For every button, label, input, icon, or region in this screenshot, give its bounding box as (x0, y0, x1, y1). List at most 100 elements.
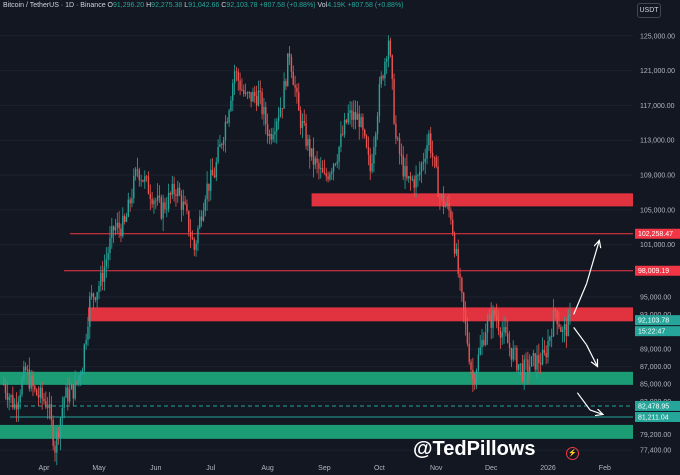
x-tick-label: Nov (430, 465, 443, 472)
candle-body (552, 309, 555, 337)
candle-body (382, 75, 384, 79)
candle-body (96, 292, 98, 300)
candle-body (188, 210, 190, 232)
candle-body (479, 347, 481, 355)
candle-body (87, 326, 89, 340)
candle-body (61, 407, 64, 419)
projection-arrow-4 (576, 392, 591, 411)
candle-body (506, 333, 509, 344)
candle-body (459, 273, 461, 279)
candle-body (252, 91, 254, 102)
candle-body (409, 176, 412, 180)
candle-body (527, 359, 529, 372)
candle-body (342, 133, 344, 135)
candle-body (28, 369, 31, 389)
candle-body (265, 106, 267, 125)
y-tick-label: 95,000.00 (640, 294, 671, 301)
candle-body (441, 194, 443, 198)
open-value: 91,296.20 (113, 2, 145, 9)
candle-body (435, 157, 437, 167)
candle-body (517, 364, 520, 371)
x-tick-label: Jun (150, 465, 161, 472)
candle-body (261, 92, 263, 115)
lightning-icon[interactable]: ⚡ (566, 447, 579, 460)
candle-body (246, 92, 249, 94)
projection-arrows (573, 240, 603, 414)
candle-body (255, 96, 258, 106)
y-tick-label: 113,000.00 (640, 138, 675, 145)
candle-body (83, 344, 86, 370)
candle-body (528, 366, 531, 372)
candle-body (349, 110, 351, 113)
candle-body (268, 133, 271, 136)
x-tick-label: Oct (374, 465, 385, 472)
candle-body (70, 384, 73, 390)
candle-body (17, 402, 20, 410)
price-tags: 102,258.47 98,009.19 92,103.78 15:22:47 82,4… (635, 228, 680, 422)
candle-body (122, 215, 124, 237)
candle-body (508, 343, 511, 348)
candle-body (221, 144, 223, 145)
y-tick-label: 109,000.00 (640, 173, 675, 180)
candle-body (485, 332, 487, 345)
candle-body (173, 183, 175, 195)
candle-body (76, 381, 78, 383)
candle-body (2, 384, 5, 385)
candle-body (538, 355, 540, 364)
candle-body (92, 293, 95, 298)
candle-body (309, 139, 311, 157)
candle-body (541, 349, 544, 365)
price-tag-1: 98,009.19 (638, 268, 669, 275)
y-tick-label: 77,400.00 (640, 448, 671, 455)
candle-body (314, 158, 316, 165)
candle-body (512, 348, 514, 360)
candle-body (516, 348, 518, 371)
candle-body (178, 187, 181, 196)
candle-body (67, 387, 69, 402)
candle-body (193, 239, 195, 250)
candle-body (41, 387, 43, 399)
candle-body (439, 196, 441, 198)
candle-body (547, 340, 549, 358)
candle-body (408, 176, 410, 179)
candle-body (420, 163, 423, 173)
candle-body (235, 71, 238, 73)
x-tick-label: Dec (485, 465, 498, 472)
candle-body (94, 297, 97, 300)
candle-body (10, 395, 12, 397)
candle-body (266, 124, 269, 136)
candle-body (89, 296, 91, 327)
candle-body (48, 404, 51, 408)
candle-body (468, 343, 470, 362)
candle-body (285, 80, 287, 87)
low-value: 91,042.66 (188, 2, 220, 9)
candle-body (287, 53, 289, 87)
price-tag-0: 102,258.47 (638, 231, 673, 238)
candle-body (406, 166, 408, 179)
candle-body (321, 167, 324, 173)
candle-body (371, 163, 373, 172)
candle-body (45, 401, 47, 408)
y-tick-label: 79,200.00 (640, 432, 671, 439)
y-tick-label: 89,000.00 (640, 347, 671, 354)
candle-body (237, 71, 239, 81)
volume-change: +807.58 (+0.88%) (347, 2, 404, 9)
candle-body (426, 145, 428, 159)
candle-body (351, 110, 353, 120)
candle-body (169, 192, 172, 195)
candle-body (156, 195, 159, 201)
candle-body (184, 201, 186, 205)
candle-body (263, 106, 265, 115)
y-axis[interactable]: 125,000.00 121,000.00 117,000.00 113,000.00… (640, 33, 675, 454)
candle-body (354, 111, 357, 120)
symbol-header: Bitcoin / TetherUS · 1D · Binance O91,29… (3, 2, 404, 9)
candle-body (560, 327, 562, 332)
zone-green-3 (0, 424, 633, 439)
currency-unit-button[interactable]: USDT (637, 3, 661, 18)
symbol-title[interactable]: Bitcoin / TetherUS · 1D · Binance (3, 2, 106, 9)
candle-body (244, 92, 247, 94)
candle-body (329, 173, 331, 180)
x-axis[interactable]: Apr May Jun Jul Aug Sep Oct Nov Dec 2026 Feb (39, 465, 611, 472)
